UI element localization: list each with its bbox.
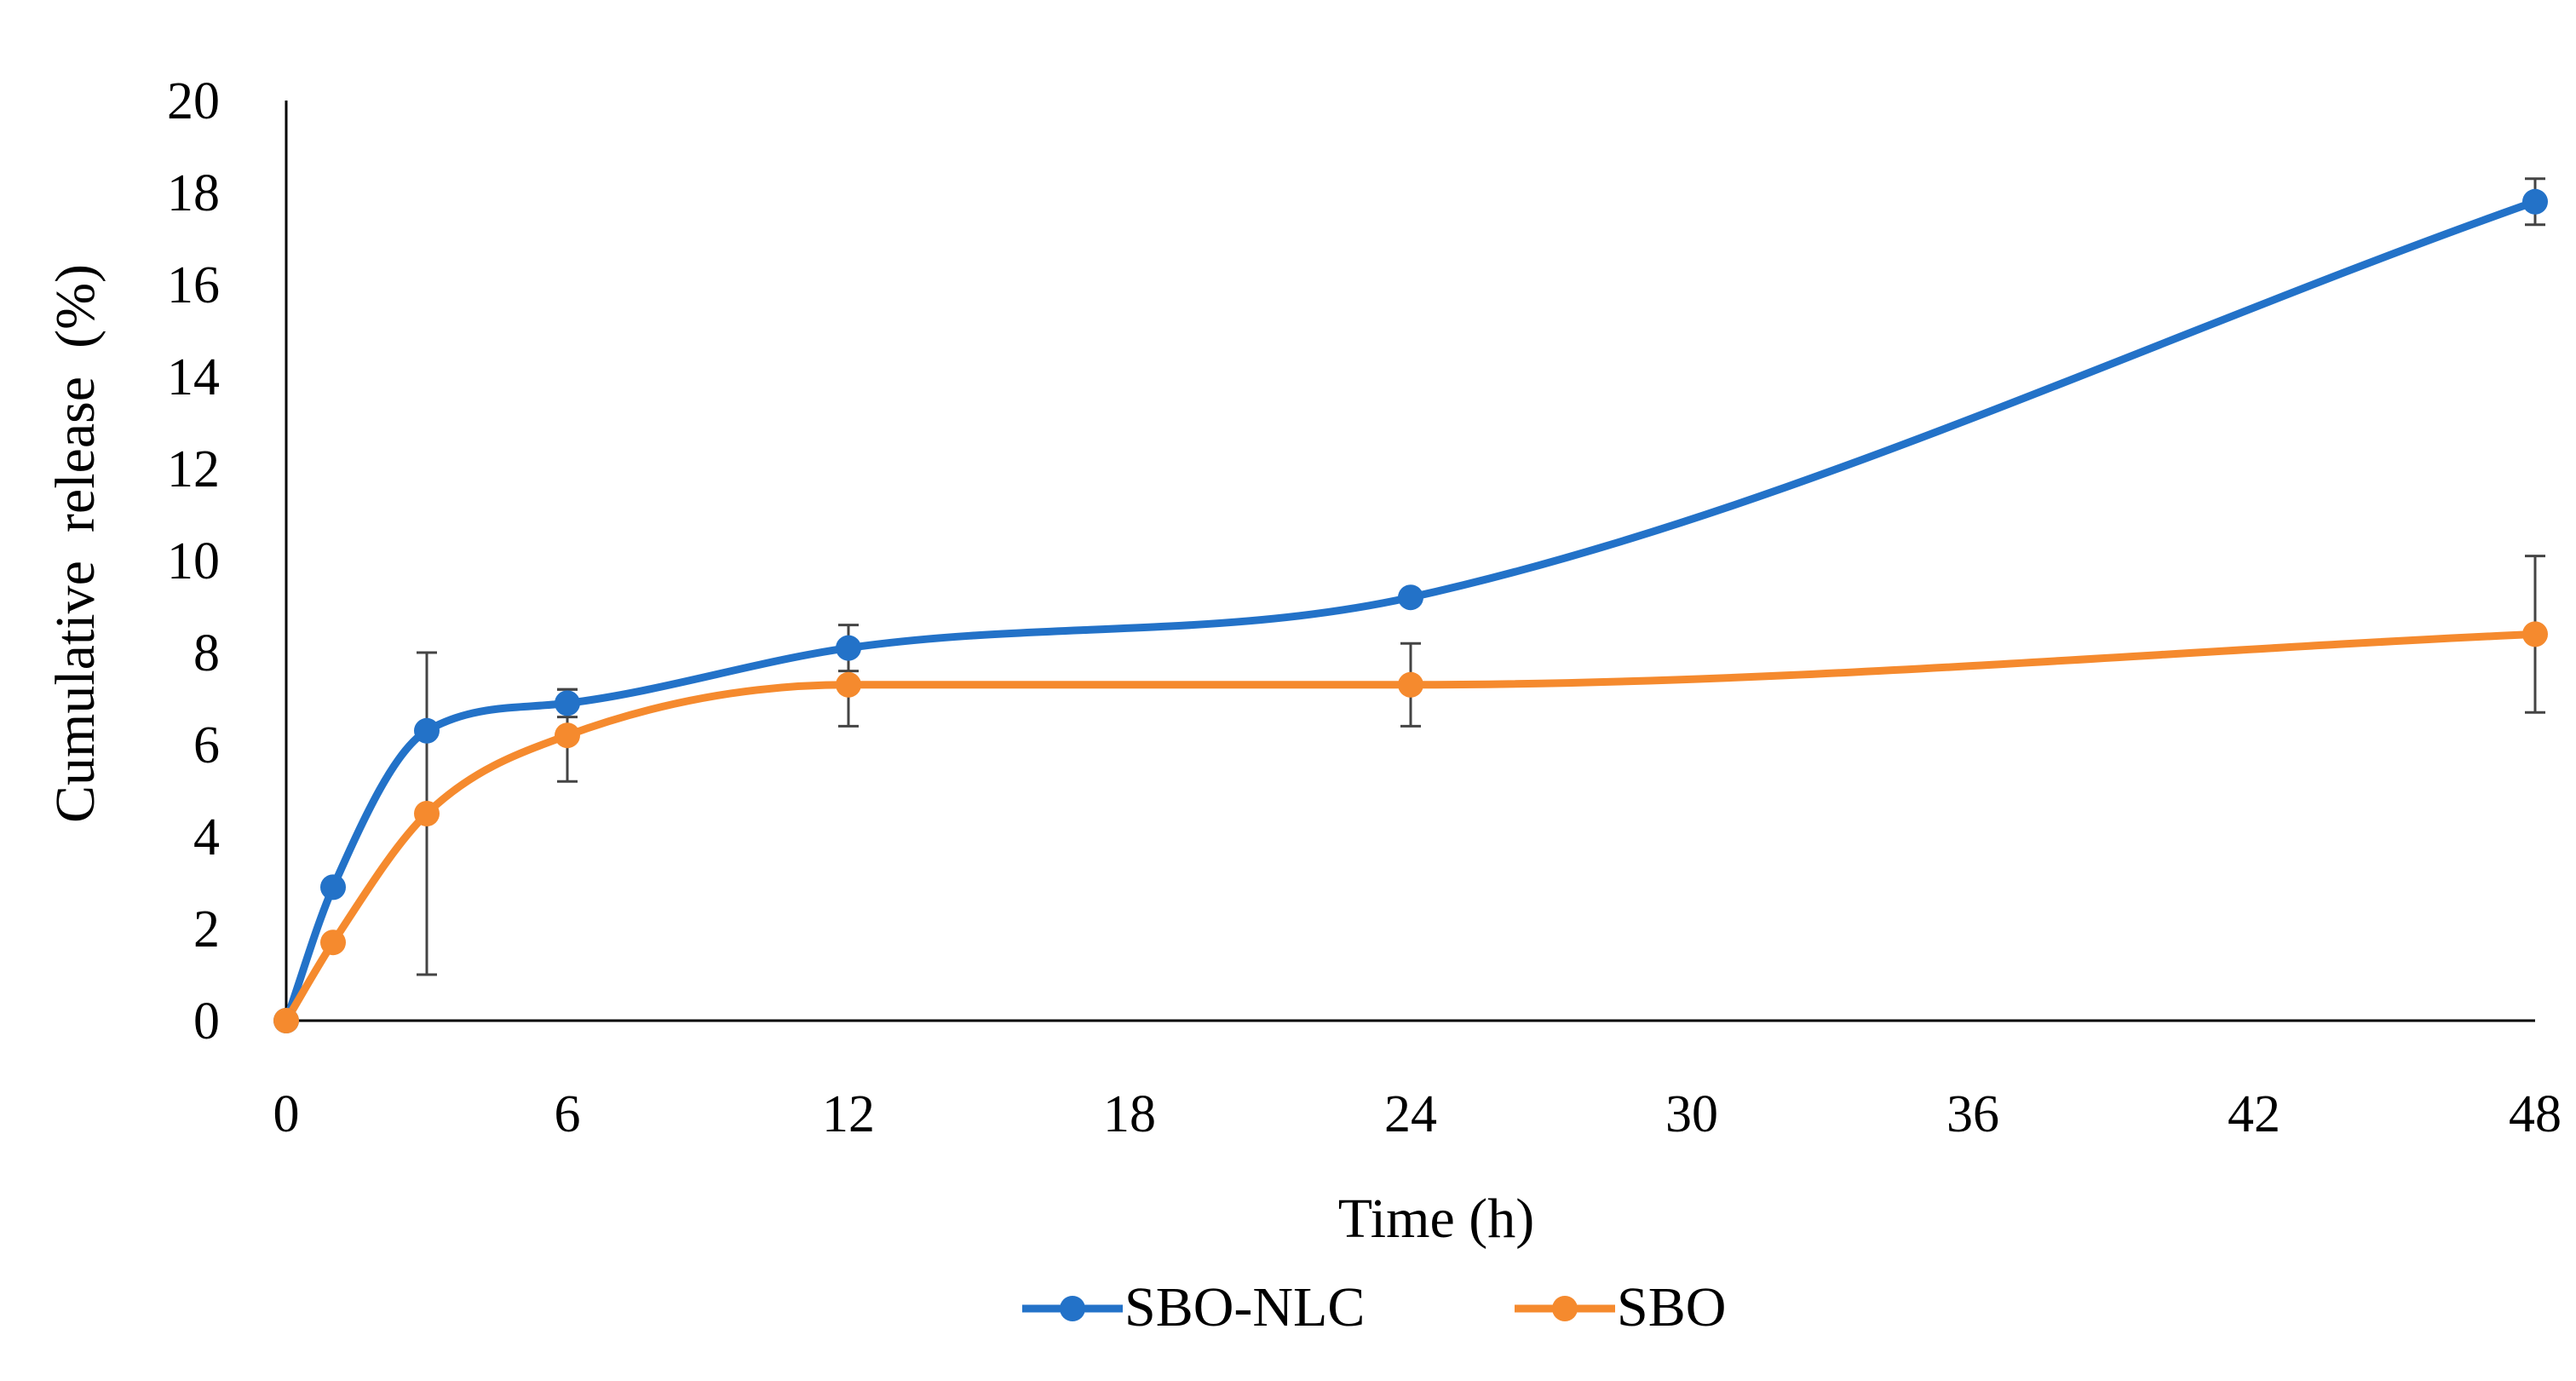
sbo-point: [836, 671, 861, 698]
y-tick-label: 12: [167, 440, 220, 498]
sbo-nlc-line: [282, 198, 2537, 1022]
x-tick-label: 0: [273, 1085, 300, 1143]
y-tick-label: 6: [193, 716, 220, 774]
x-tick-label: 6: [555, 1085, 581, 1143]
sbo-point: [555, 722, 580, 749]
y-tick-labels: 0 2 4 6 8 10 12 14 16 18 20: [167, 72, 220, 1050]
sbo-point: [2522, 621, 2548, 647]
y-tick-label: 18: [167, 164, 220, 222]
error-bars: [417, 177, 2545, 976]
sbo-nlc-point: [414, 717, 440, 744]
y-tick-label: 0: [193, 993, 220, 1050]
sbo-point: [414, 801, 440, 826]
y-tick-label: 4: [193, 808, 220, 866]
x-tick-label: 18: [1103, 1085, 1156, 1143]
x-tick-labels: 0 6 12 18 24 30 36 42 48: [273, 1085, 2562, 1143]
sbo-nlc-point: [836, 635, 861, 661]
x-tick-label: 30: [1665, 1085, 1718, 1143]
y-tick-label: 16: [167, 256, 220, 314]
legend-label-sbo: SBO: [1617, 1276, 1726, 1338]
x-tick-label: 24: [1384, 1085, 1437, 1143]
series-lines: [282, 198, 2537, 1023]
sbo-nlc-point: [555, 690, 580, 716]
x-tick-label: 42: [2228, 1085, 2280, 1143]
legend-marker-sbo: [1552, 1296, 1578, 1321]
sbo-point: [273, 1008, 299, 1033]
sbo-nlc-point: [1398, 584, 1423, 611]
sbo-nlc-point: [2522, 188, 2548, 215]
axes: [285, 101, 2535, 1022]
legend-item-sbo-nlc: SBO-NLC: [1022, 1276, 1365, 1338]
x-tick-label: 48: [2509, 1085, 2562, 1143]
y-tick-label: 2: [193, 901, 220, 958]
legend-marker-sbo-nlc: [1060, 1296, 1085, 1321]
y-tick-label: 20: [167, 72, 220, 130]
y-tick-label: 10: [167, 532, 220, 590]
legend-label-sbo-nlc: SBO-NLC: [1124, 1276, 1365, 1338]
sbo-point: [1398, 671, 1423, 698]
y-tick-label: 8: [193, 624, 220, 682]
legend: SBO-NLC SBO: [1022, 1276, 1726, 1338]
data-points: [273, 188, 2548, 1033]
y-axis-title: Cumulative release (%): [44, 264, 106, 823]
sbo-point: [320, 929, 346, 956]
sbo-nlc-point: [320, 874, 346, 901]
x-tick-label: 12: [822, 1085, 875, 1143]
y-tick-label: 14: [167, 348, 220, 406]
x-tick-label: 36: [1946, 1085, 1999, 1143]
x-axis-title: Time (h): [1338, 1188, 1534, 1250]
legend-item-sbo: SBO: [1515, 1276, 1726, 1338]
